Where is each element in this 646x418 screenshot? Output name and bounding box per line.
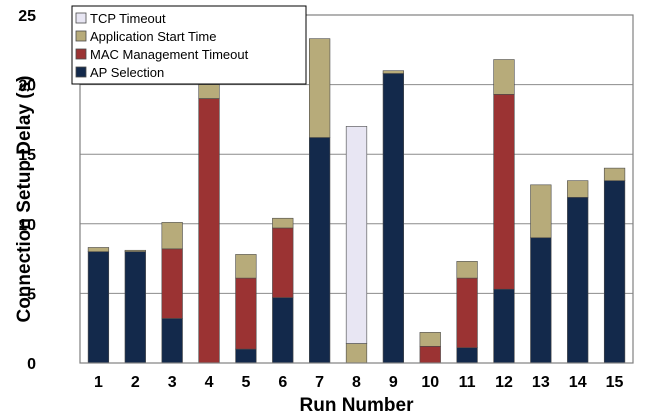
bar-segment bbox=[493, 59, 515, 95]
bar-segment bbox=[272, 227, 294, 298]
legend-swatch bbox=[75, 12, 87, 24]
bar-segment bbox=[161, 318, 183, 364]
bar-segment bbox=[493, 288, 515, 364]
y-tick-labels: 0 5 10 15 20 25 bbox=[18, 8, 36, 373]
x-tick-label: 6 bbox=[278, 374, 287, 391]
bar-segment bbox=[530, 184, 552, 239]
bar-segment bbox=[493, 94, 515, 290]
bar-segment bbox=[87, 251, 110, 364]
legend-swatch bbox=[75, 66, 87, 78]
x-tick-label: 4 bbox=[205, 374, 214, 391]
legend-swatch bbox=[75, 48, 87, 60]
legend-label: AP Selection bbox=[90, 65, 164, 80]
y-axis-label: Connection Setup Delay (s) bbox=[14, 75, 35, 322]
x-tick-label: 5 bbox=[241, 374, 250, 391]
bar-segment bbox=[456, 347, 478, 364]
bar-segment bbox=[161, 248, 183, 319]
bar-segment bbox=[603, 180, 626, 364]
bar-segment bbox=[87, 247, 110, 252]
bar-segment bbox=[272, 297, 294, 364]
bar-segment bbox=[235, 254, 257, 279]
y-tick-label: 20 bbox=[18, 78, 36, 95]
x-tick-label: 1 bbox=[94, 374, 103, 391]
x-tick-label: 15 bbox=[606, 374, 624, 391]
bars bbox=[87, 38, 626, 364]
x-tick-label: 10 bbox=[421, 374, 439, 391]
bar-segment bbox=[272, 217, 294, 229]
legend-box bbox=[71, 5, 307, 85]
y-tick-label: 10 bbox=[18, 217, 36, 234]
x-tick-label: 9 bbox=[389, 374, 398, 391]
plot-frame bbox=[79, 14, 634, 364]
bar-segment bbox=[198, 84, 220, 99]
legend-label: Application Start Time bbox=[90, 29, 216, 44]
x-tick-label: 11 bbox=[459, 374, 476, 391]
x-tick-label: 14 bbox=[569, 374, 587, 391]
x-tick-label: 3 bbox=[168, 374, 177, 391]
bar-segment bbox=[309, 137, 331, 364]
x-axis-label: Run Number bbox=[300, 395, 415, 416]
bar-segment bbox=[309, 38, 331, 138]
y-tick-label: 0 bbox=[27, 356, 36, 373]
y-tick-label: 15 bbox=[18, 147, 36, 164]
bar-segment bbox=[198, 98, 220, 364]
bar-segment bbox=[567, 180, 589, 198]
bar-segment bbox=[345, 126, 368, 344]
x-tick-label: 12 bbox=[495, 374, 513, 391]
bar-segment bbox=[456, 277, 478, 348]
bar-segment bbox=[382, 70, 404, 74]
bar-segment bbox=[161, 222, 183, 250]
bar-segment bbox=[456, 261, 478, 279]
bar-segment bbox=[567, 197, 589, 364]
legend-swatch bbox=[75, 30, 87, 42]
legend: TCP Timeout Application Start Time MAC Man… bbox=[71, 5, 307, 85]
y-tick-label: 5 bbox=[27, 286, 36, 303]
x-tick-label: 13 bbox=[532, 374, 550, 391]
bar-segment bbox=[419, 345, 441, 364]
legend-label: MAC Management Timeout bbox=[90, 47, 249, 62]
bar-segment bbox=[419, 332, 441, 347]
x-tick-label: 7 bbox=[315, 374, 324, 391]
bar-segment bbox=[124, 249, 146, 252]
bar-segment bbox=[345, 343, 368, 364]
bar-segment bbox=[124, 251, 146, 364]
bar-segment bbox=[530, 237, 552, 364]
y-tick-label: 25 bbox=[18, 8, 36, 25]
x-tick-labels: 1 2 3 4 5 6 7 8 9 10 11 12 13 14 15 bbox=[94, 374, 624, 391]
bar-segment bbox=[603, 167, 626, 181]
bar-segment bbox=[382, 73, 404, 364]
bar-segment bbox=[235, 277, 257, 350]
bar-segment bbox=[235, 348, 257, 364]
x-tick-label: 8 bbox=[352, 374, 361, 391]
legend-label: TCP Timeout bbox=[90, 11, 166, 26]
x-tick-label: 2 bbox=[131, 374, 140, 391]
